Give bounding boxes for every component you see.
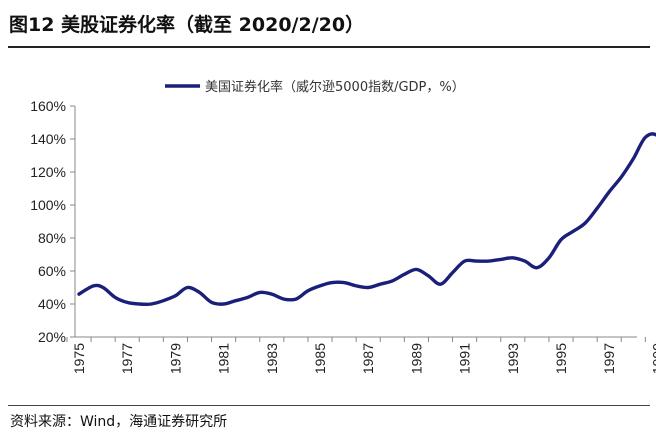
x-tick-label: 1999 [649,343,656,374]
x-tick-label: 1991 [457,343,473,374]
series-line [77,132,656,307]
y-tick-label: 160% [30,98,66,114]
x-tick-label: 1983 [264,343,280,374]
y-tick-label: 140% [30,131,66,147]
x-tick-label: 1995 [553,343,569,374]
title-divider [8,46,650,48]
x-tick-label: 1979 [167,343,183,374]
source-divider [8,405,650,406]
x-axis: 1975 1977 1979 1981 1983 1985 1987 1989 1991 1993… [66,336,656,374]
x-tick-label: 1975 [71,343,87,374]
legend: 美国证券化率（威尔逊5000指数/GDP，%） [165,79,465,95]
y-tick-label: 40% [38,296,66,312]
y-tick-label: 120% [30,164,66,180]
y-tick-label: 80% [38,230,66,246]
x-tick-label: 1993 [505,343,521,374]
x-tick-label: 1989 [408,343,424,374]
line-chart: 20%40%60%80%100%120%140%160% 1975 1977 197… [30,79,656,374]
x-tick-label: 1997 [601,343,617,374]
figure-title: 图12 美股证券化率（截至 2020/2/20） [9,14,365,36]
source-note: 资料来源：Wind，海通证券研究所 [10,414,228,430]
y-tick-label: 60% [38,263,66,279]
y-axis: 20% 40% 60% 80% 100% 120% 140% 160% [30,98,76,345]
x-tick-label: 1977 [119,343,135,374]
x-tick-label: 1987 [360,343,376,374]
legend-label: 美国证券化率（威尔逊5000指数/GDP，%） [205,79,465,95]
x-tick-label: 1981 [216,343,232,374]
y-tick-label: 20% [38,329,66,345]
y-tick-label: 100% [30,197,66,213]
x-tick-label: 1985 [312,343,328,374]
